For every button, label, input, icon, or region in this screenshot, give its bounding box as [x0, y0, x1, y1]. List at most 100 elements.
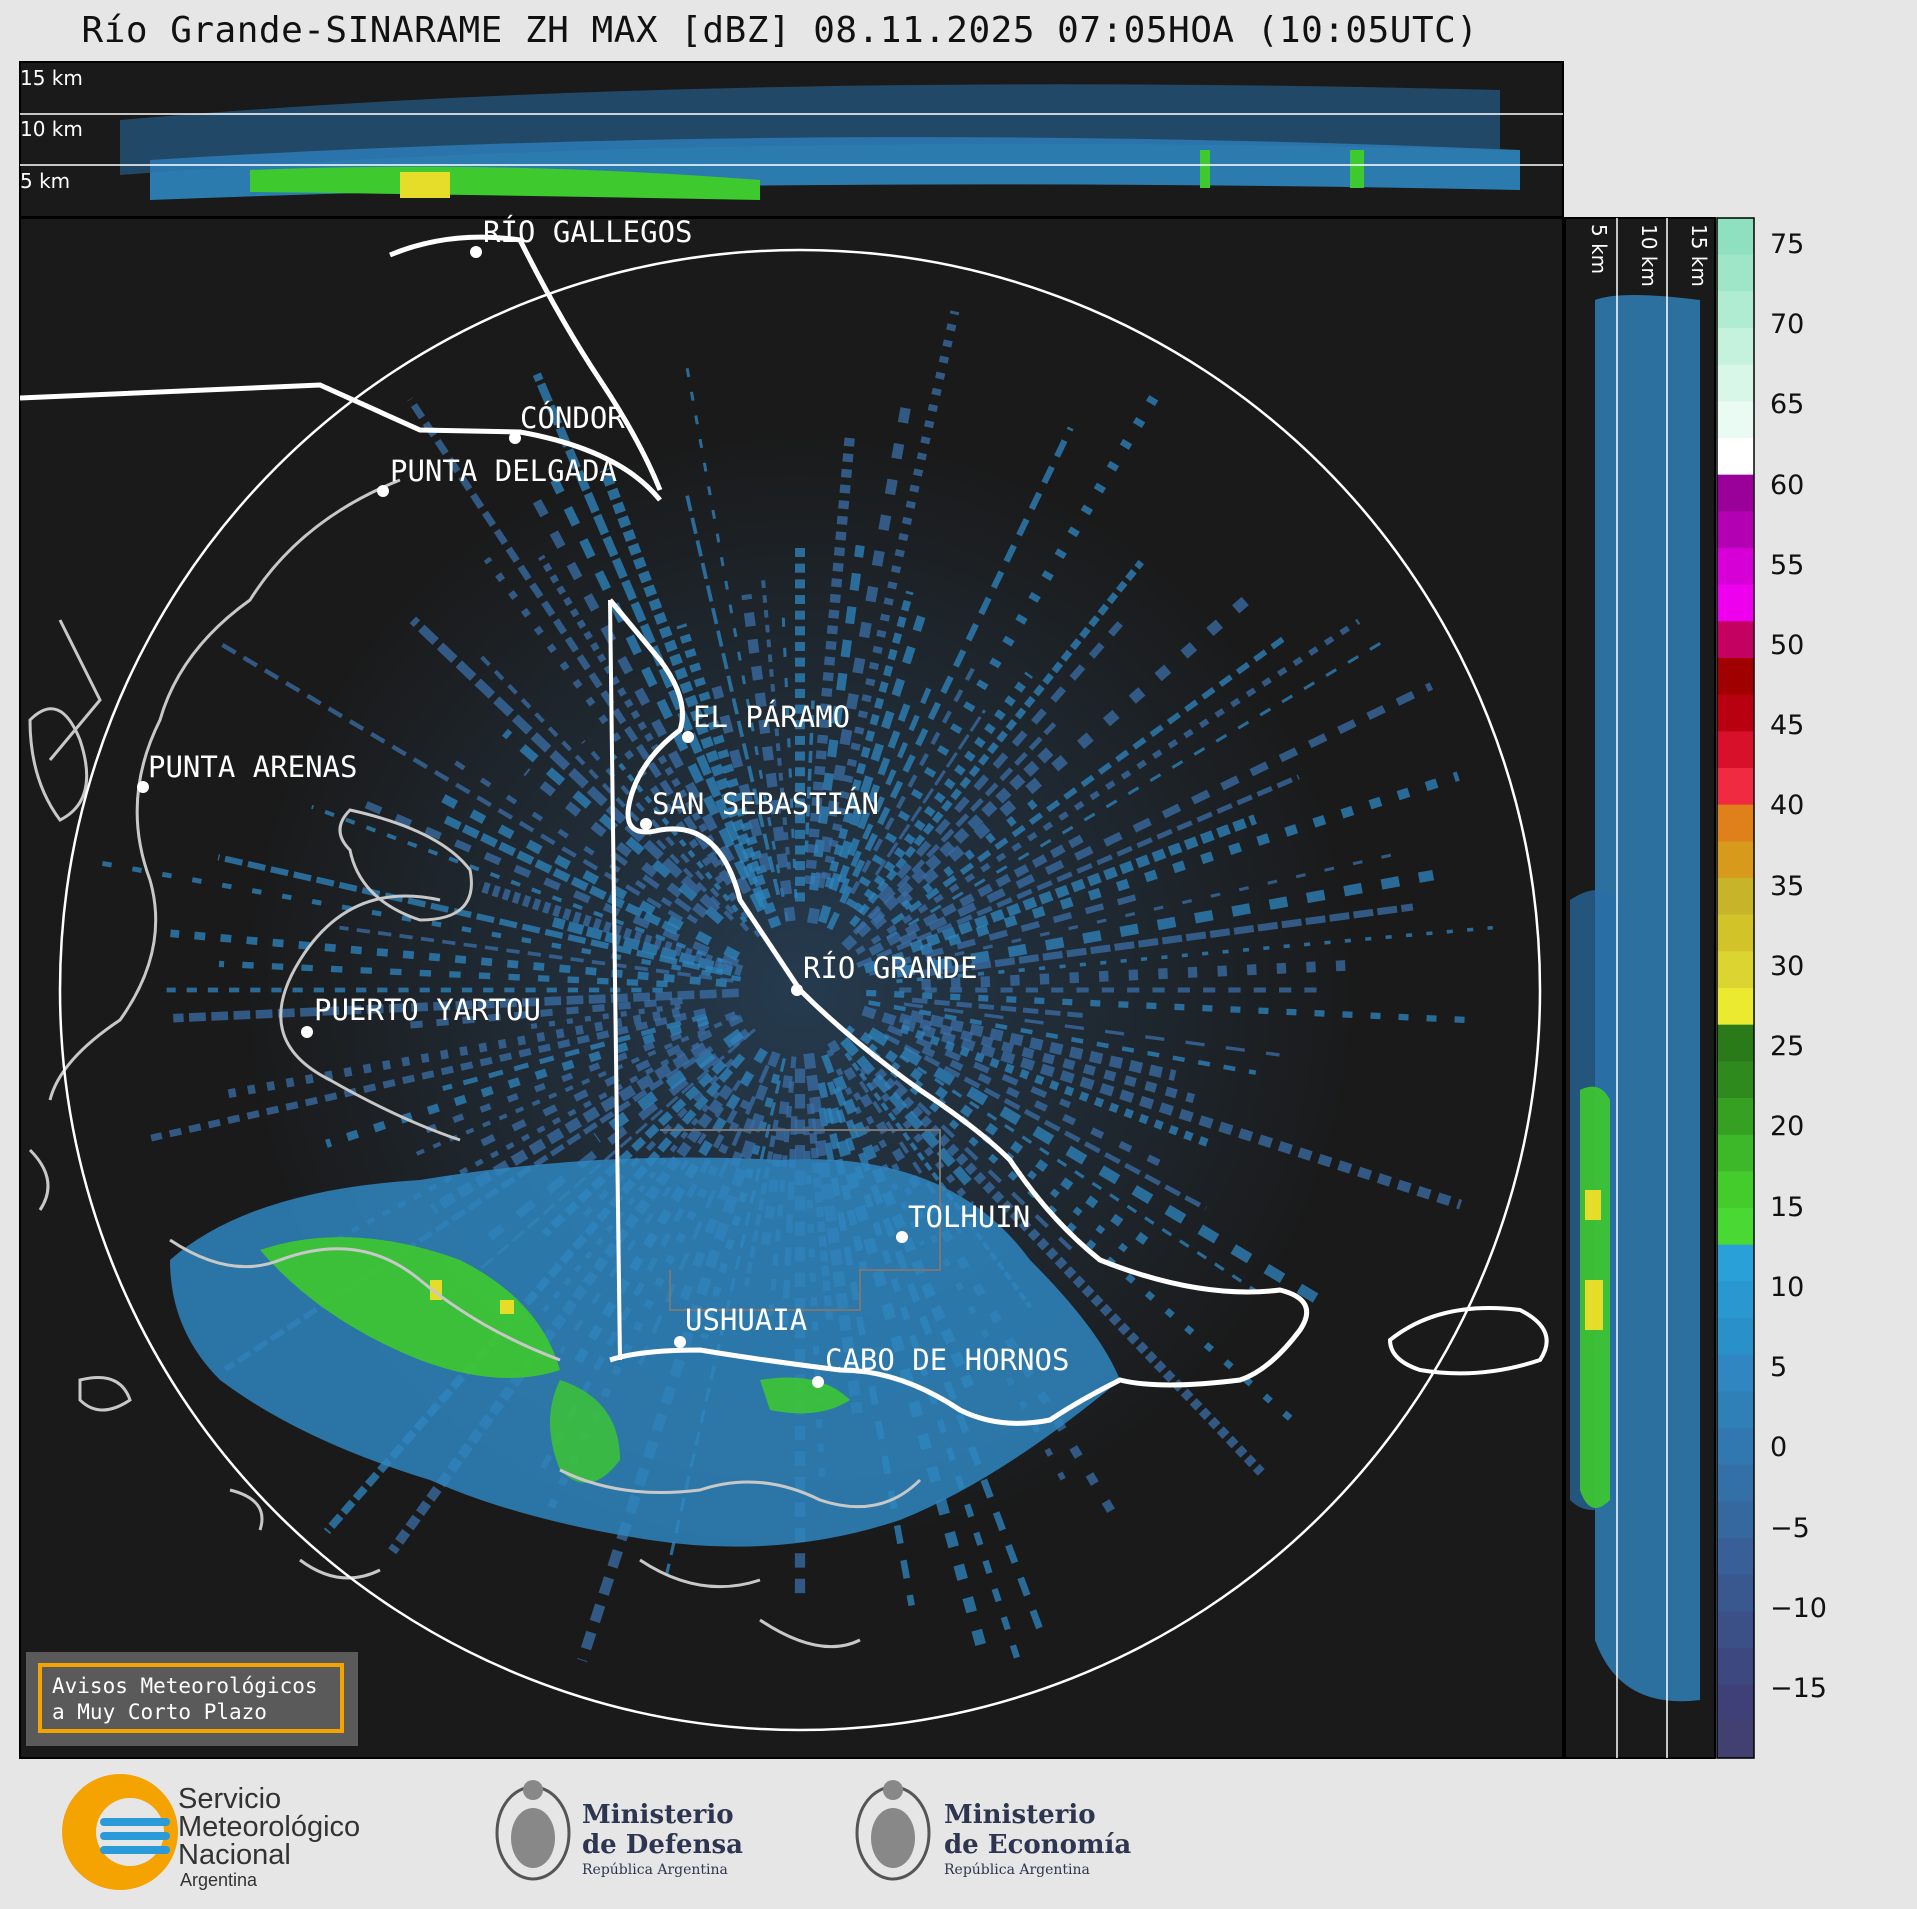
colorbar-tick: 35 [1770, 871, 1804, 902]
colorbar-band [1717, 694, 1754, 732]
radar-ray [852, 722, 1057, 935]
colorbar-band [1717, 1721, 1754, 1759]
colorbar-tick: 45 [1770, 710, 1804, 741]
range-ring [58, 248, 1542, 1732]
radar-ray [804, 700, 815, 853]
colorbar-band [1717, 731, 1754, 769]
radar-ray [909, 1010, 1177, 1081]
radar-ray [311, 804, 728, 965]
radar-ray [672, 1051, 781, 1321]
top-alt-label: 10 km [20, 117, 83, 141]
notice-box[interactable]: Avisos Meteorológicos a Muy Corto Plazo [38, 1663, 344, 1733]
colorbar-tick: 70 [1770, 309, 1804, 340]
radar-ray [804, 433, 856, 885]
colorbar-band [1717, 841, 1754, 879]
radar-ray [921, 959, 1355, 990]
colorbar-band [1717, 1061, 1754, 1099]
radar-ray [885, 637, 1389, 940]
colorbar-tick: −10 [1770, 1593, 1827, 1624]
colorbar-tick: 25 [1770, 1031, 1804, 1062]
radar-ray [339, 925, 734, 983]
colorbar-band [1717, 878, 1754, 916]
colorbar-band [1717, 1574, 1754, 1612]
radar-ray [741, 593, 796, 922]
radar-ray [869, 852, 1396, 976]
defensa-shield-icon [495, 1780, 571, 1881]
radar-ray [809, 544, 865, 891]
radar-ray [711, 685, 772, 872]
defensa-logo-text: República Argentina [582, 1862, 728, 1878]
radar-ray [837, 694, 914, 884]
radar-ray [899, 1054, 1267, 1299]
colorbar-band [1717, 951, 1754, 989]
radar-ray [173, 988, 739, 1023]
colorbar-band [1717, 621, 1754, 659]
colorbar-band [1717, 1281, 1754, 1319]
city-label-condor: CÓNDOR [520, 401, 625, 435]
defensa-logo-text: de Defensa [582, 1830, 743, 1860]
radar-ray [921, 1046, 1168, 1170]
right-alt-label: 5 km [1587, 224, 1611, 274]
radar-ray [824, 590, 914, 889]
radar-ray [551, 917, 734, 976]
colorbar-band [1717, 1464, 1754, 1502]
notice-line: Avisos Meteorológicos [52, 1674, 318, 1698]
radar-ray [479, 654, 735, 921]
right-alt-label: 10 km [1637, 224, 1661, 287]
colorbar-band [1717, 1428, 1754, 1466]
radar-ray [909, 814, 1257, 953]
notice-line: a Muy Corto Plazo [52, 1700, 267, 1724]
radar-ray [760, 573, 792, 870]
radar-ray [853, 671, 1034, 914]
radar-ray [593, 1028, 744, 1143]
radar-ray [440, 793, 741, 961]
radar-ray [874, 709, 987, 876]
precip-area-moderate [260, 1237, 560, 1378]
radar-ray [826, 1048, 926, 1246]
radar-ray [887, 1024, 1071, 1109]
colorbar-band [1717, 438, 1754, 476]
radar-ray [532, 372, 768, 908]
radar-ray [859, 1065, 975, 1208]
top-cross-section: 15 km 10 km 5 km [19, 61, 1564, 218]
colorbar-bands [1717, 218, 1754, 1759]
radar-ray [856, 774, 1300, 968]
colorbar-band [1717, 291, 1754, 329]
radar-ray [216, 639, 684, 922]
colorbar-band [1717, 328, 1754, 366]
radar-ray [870, 592, 1254, 930]
defensa-logo-text: Ministerio [582, 1800, 734, 1830]
radar-ray [867, 1027, 1334, 1312]
dbz-colorbar: 75 70 65 60 55 50 45 40 35 30 25 20 15 1… [1716, 217, 1827, 1759]
economia-logo-text: Ministerio [944, 1800, 1096, 1830]
colorbar-band [1717, 658, 1754, 696]
colorbar-band [1717, 1098, 1754, 1136]
smn-logo [62, 1774, 178, 1890]
colorbar-tick: 5 [1770, 1352, 1787, 1383]
colorbar-band [1717, 1134, 1754, 1172]
colorbar-tick: 30 [1770, 951, 1804, 982]
city-label-rio-grande: RÍO GRANDE [803, 951, 978, 985]
colorbar-ticks: 75 70 65 60 55 50 45 40 35 30 25 20 15 1… [1770, 229, 1827, 1704]
city-label-rio-gallegos: RÍO GALLEGOS [483, 215, 693, 249]
smn-logo-text: Argentina [180, 1870, 258, 1890]
radar-ray [911, 997, 1086, 1019]
radar-ray [442, 1013, 707, 1092]
radar-ray [849, 559, 1144, 928]
colorbar-tick: 20 [1770, 1111, 1804, 1142]
radar-ray [550, 478, 766, 913]
economia-shield-icon [855, 1780, 931, 1881]
radar-ray [407, 397, 733, 886]
radar-ray [413, 1014, 740, 1157]
colorbar-band [1717, 1024, 1754, 1062]
colorbar-tick: 40 [1770, 790, 1804, 821]
colorbar-band [1717, 548, 1754, 586]
radar-ray [892, 891, 1149, 968]
radar-ray [898, 1013, 1196, 1104]
smn-logo-text: Servicio [178, 1783, 282, 1815]
smn-logo-text: Nacional [178, 1839, 291, 1871]
city-label-punta-arenas: PUNTA ARENAS [148, 750, 358, 784]
colorbar-tick: 65 [1770, 389, 1804, 420]
colorbar-band [1717, 364, 1754, 402]
